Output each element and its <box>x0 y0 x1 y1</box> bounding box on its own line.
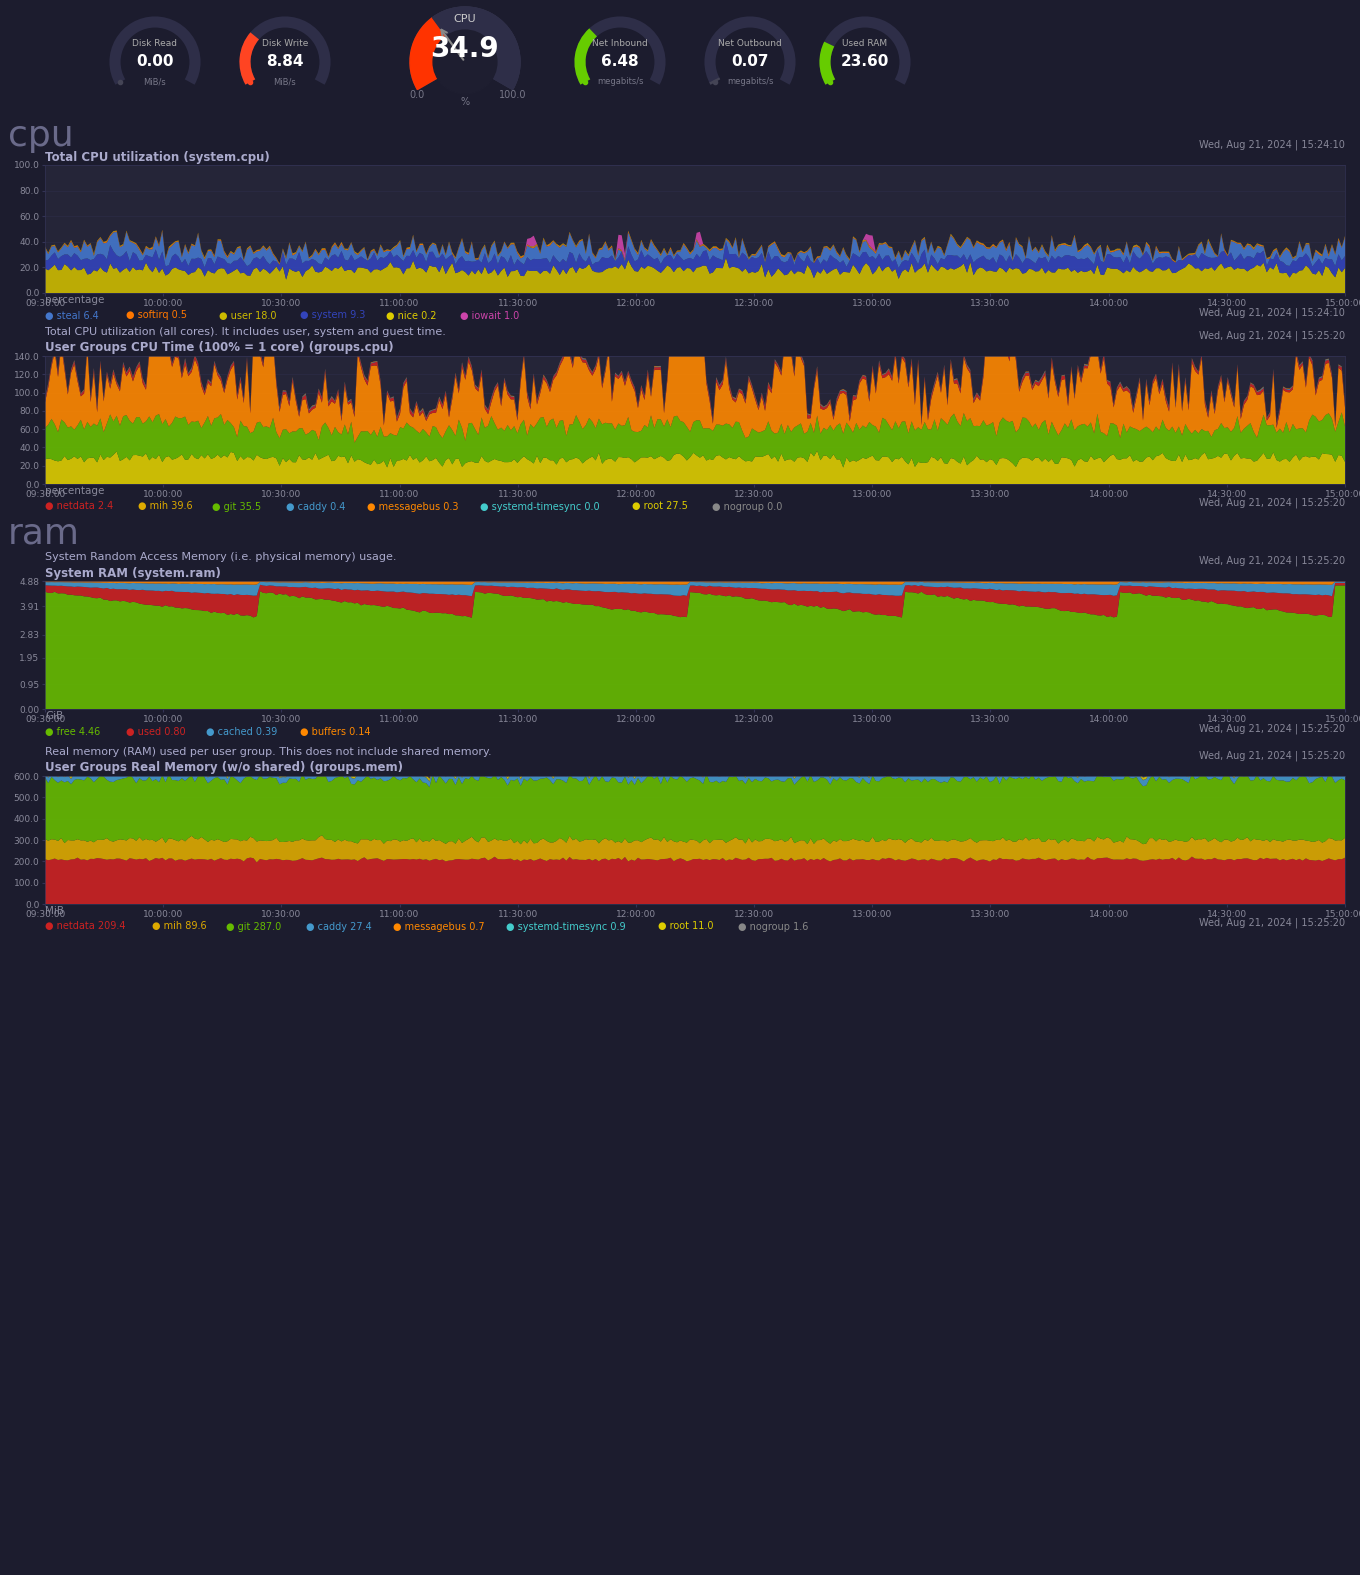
Text: ● used 0.80: ● used 0.80 <box>125 726 185 737</box>
Text: ● netdata 2.4: ● netdata 2.4 <box>45 501 113 512</box>
Text: ram: ram <box>8 517 80 551</box>
Text: ● git 35.5: ● git 35.5 <box>212 501 261 512</box>
Text: ● nogroup 1.6: ● nogroup 1.6 <box>738 921 809 931</box>
Text: Wed, Aug 21, 2024 | 15:24:10: Wed, Aug 21, 2024 | 15:24:10 <box>1200 140 1345 150</box>
Text: ● mih 39.6: ● mih 39.6 <box>139 501 193 512</box>
Text: Wed, Aug 21, 2024 | 15:25:20: Wed, Aug 21, 2024 | 15:25:20 <box>1200 498 1345 509</box>
Text: Wed, Aug 21, 2024 | 15:24:10: Wed, Aug 21, 2024 | 15:24:10 <box>1200 307 1345 318</box>
Text: System RAM (system.ram): System RAM (system.ram) <box>45 567 220 580</box>
Text: ● softirq 0.5: ● softirq 0.5 <box>125 310 186 320</box>
Text: Net Outbound: Net Outbound <box>718 39 782 49</box>
Text: ● iowait 1.0: ● iowait 1.0 <box>461 310 520 320</box>
Text: ● buffers 0.14: ● buffers 0.14 <box>299 726 370 737</box>
Text: ● mih 89.6: ● mih 89.6 <box>151 921 207 931</box>
Text: 0.07: 0.07 <box>732 55 768 69</box>
Text: ● caddy 0.4: ● caddy 0.4 <box>287 501 345 512</box>
Text: 34.9: 34.9 <box>431 35 499 63</box>
Text: percentage: percentage <box>45 487 105 496</box>
Text: ● messagebus 0.3: ● messagebus 0.3 <box>367 501 458 512</box>
Text: ● caddy 27.4: ● caddy 27.4 <box>306 921 371 931</box>
Text: ● systemd-timesync 0.0: ● systemd-timesync 0.0 <box>480 501 600 512</box>
Circle shape <box>432 30 496 94</box>
Text: Disk Read: Disk Read <box>132 39 178 49</box>
Text: ● cached 0.39: ● cached 0.39 <box>205 726 277 737</box>
Text: ● system 9.3: ● system 9.3 <box>299 310 364 320</box>
Text: cpu: cpu <box>8 120 73 153</box>
Text: ● nogroup 0.0: ● nogroup 0.0 <box>713 501 783 512</box>
Text: ● steal 6.4: ● steal 6.4 <box>45 310 99 320</box>
Text: ● git 287.0: ● git 287.0 <box>226 921 280 931</box>
Text: ● messagebus 0.7: ● messagebus 0.7 <box>393 921 484 931</box>
Text: 0.0: 0.0 <box>409 90 424 99</box>
Text: User Groups CPU Time (100% = 1 core) (groups.cpu): User Groups CPU Time (100% = 1 core) (gr… <box>45 342 393 354</box>
Text: 6.48: 6.48 <box>601 55 639 69</box>
Text: CPU: CPU <box>454 14 476 24</box>
Text: Wed, Aug 21, 2024 | 15:25:20: Wed, Aug 21, 2024 | 15:25:20 <box>1200 556 1345 565</box>
Text: MiB: MiB <box>45 906 64 917</box>
Text: megabits/s: megabits/s <box>597 77 643 87</box>
Text: ● nice 0.2: ● nice 0.2 <box>386 310 437 320</box>
Text: GiB: GiB <box>45 710 64 721</box>
Text: Wed, Aug 21, 2024 | 15:25:20: Wed, Aug 21, 2024 | 15:25:20 <box>1200 723 1345 734</box>
Wedge shape <box>432 6 520 90</box>
Text: Real memory (RAM) used per user group. This does not include shared memory.: Real memory (RAM) used per user group. T… <box>45 747 491 758</box>
Text: Wed, Aug 21, 2024 | 15:25:20: Wed, Aug 21, 2024 | 15:25:20 <box>1200 331 1345 342</box>
Text: MiB/s: MiB/s <box>144 77 166 87</box>
Text: Disk Write: Disk Write <box>262 39 309 49</box>
Text: ● netdata 209.4: ● netdata 209.4 <box>45 921 125 931</box>
Text: ● systemd-timesync 0.9: ● systemd-timesync 0.9 <box>506 921 626 931</box>
Text: Total CPU utilization (all cores). It includes user, system and guest time.: Total CPU utilization (all cores). It in… <box>45 328 446 337</box>
Text: %: % <box>461 98 469 107</box>
Text: ● root 27.5: ● root 27.5 <box>632 501 688 512</box>
Text: percentage: percentage <box>45 295 105 306</box>
Text: ● user 18.0: ● user 18.0 <box>219 310 276 320</box>
Wedge shape <box>409 17 465 90</box>
Text: Net Inbound: Net Inbound <box>592 39 647 49</box>
Text: 23.60: 23.60 <box>840 55 889 69</box>
Text: 100.0: 100.0 <box>499 90 526 99</box>
Text: System Random Access Memory (i.e. physical memory) usage.: System Random Access Memory (i.e. physic… <box>45 551 397 562</box>
Text: Total CPU utilization (system.cpu): Total CPU utilization (system.cpu) <box>45 151 269 164</box>
Text: ● root 11.0: ● root 11.0 <box>658 921 714 931</box>
Text: User Groups Real Memory (w/o shared) (groups.mem): User Groups Real Memory (w/o shared) (gr… <box>45 761 403 775</box>
Text: Used RAM: Used RAM <box>842 39 888 49</box>
Text: MiB/s: MiB/s <box>273 77 296 87</box>
Text: 0.00: 0.00 <box>136 55 174 69</box>
Text: Wed, Aug 21, 2024 | 15:25:20: Wed, Aug 21, 2024 | 15:25:20 <box>1200 918 1345 929</box>
Text: ● free 4.46: ● free 4.46 <box>45 726 101 737</box>
Text: megabits/s: megabits/s <box>726 77 774 87</box>
Text: 8.84: 8.84 <box>267 55 303 69</box>
Text: Wed, Aug 21, 2024 | 15:25:20: Wed, Aug 21, 2024 | 15:25:20 <box>1200 751 1345 761</box>
Wedge shape <box>409 6 520 90</box>
